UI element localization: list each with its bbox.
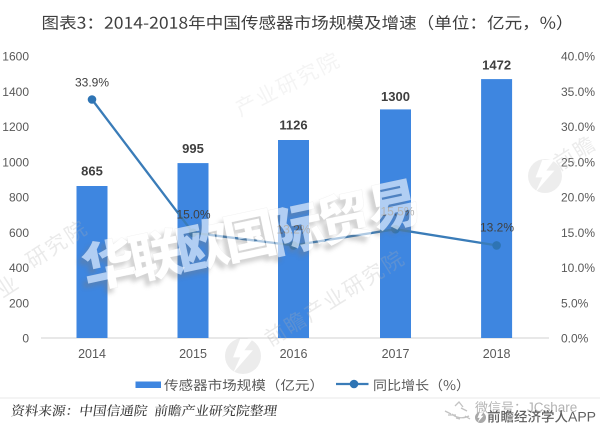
svg-text:2016: 2016 bbox=[280, 347, 308, 361]
svg-text:20.0%: 20.0% bbox=[561, 191, 595, 205]
svg-text:1600: 1600 bbox=[2, 50, 29, 64]
svg-text:0.0%: 0.0% bbox=[561, 332, 589, 346]
svg-text:865: 865 bbox=[81, 164, 103, 179]
svg-text:0: 0 bbox=[22, 332, 29, 346]
svg-text:30.0%: 30.0% bbox=[561, 120, 595, 134]
svg-text:2017: 2017 bbox=[382, 347, 410, 361]
svg-text:1472: 1472 bbox=[482, 58, 511, 73]
svg-text:2014: 2014 bbox=[78, 347, 106, 361]
svg-text:995: 995 bbox=[182, 141, 204, 156]
svg-text:200: 200 bbox=[9, 296, 29, 310]
svg-text:35.0%: 35.0% bbox=[561, 85, 595, 99]
svg-text:800: 800 bbox=[9, 191, 29, 205]
svg-text:JCshare: JCshare bbox=[527, 400, 577, 415]
svg-text:600: 600 bbox=[9, 226, 29, 240]
svg-text:1300: 1300 bbox=[381, 89, 410, 104]
svg-text:400: 400 bbox=[9, 261, 29, 275]
svg-text:APP: APP bbox=[568, 409, 596, 425]
svg-text:13.2%: 13.2% bbox=[480, 220, 514, 234]
svg-text:40.0%: 40.0% bbox=[561, 50, 595, 64]
svg-text:25.0%: 25.0% bbox=[561, 155, 595, 169]
svg-text:1126: 1126 bbox=[279, 118, 307, 133]
svg-text:1200: 1200 bbox=[2, 120, 29, 134]
svg-text:33.9%: 33.9% bbox=[75, 75, 109, 89]
svg-text:2018: 2018 bbox=[483, 347, 511, 361]
svg-text:10.0%: 10.0% bbox=[561, 261, 595, 275]
svg-text:5.0%: 5.0% bbox=[561, 296, 589, 310]
svg-text:1400: 1400 bbox=[2, 85, 29, 99]
svg-text:15.0%: 15.0% bbox=[561, 226, 595, 240]
svg-text:2015: 2015 bbox=[179, 347, 207, 361]
svg-text:1000: 1000 bbox=[2, 155, 29, 169]
svg-text:15.0%: 15.0% bbox=[176, 208, 210, 222]
